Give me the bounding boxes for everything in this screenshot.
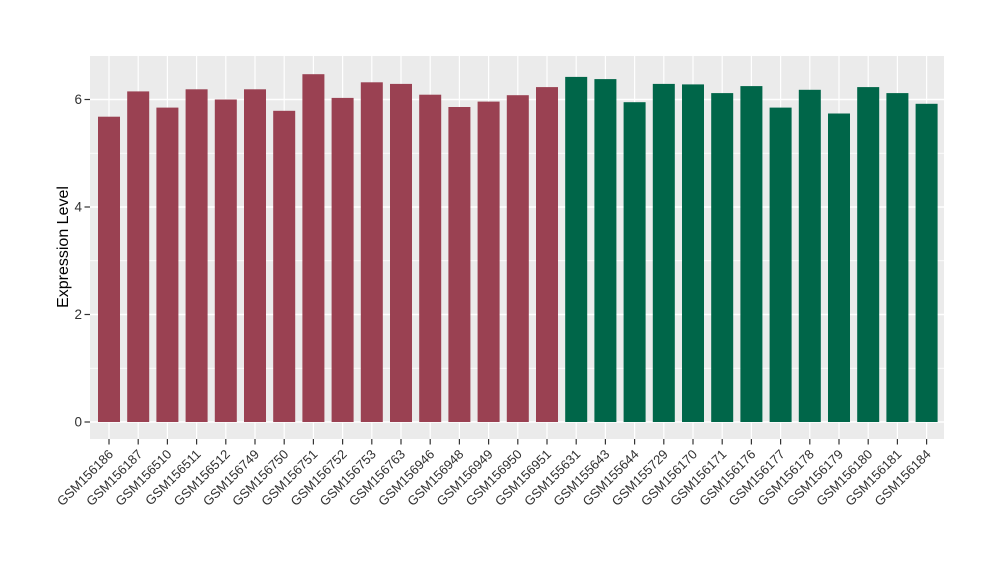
bar-GSM156179	[828, 113, 850, 422]
bar-GSM156753	[360, 82, 383, 423]
bar-GSM156751	[302, 74, 325, 422]
bar-GSM156180	[857, 87, 880, 422]
bar-GSM156948	[448, 107, 471, 422]
bar-GSM156170	[682, 84, 704, 423]
bar-GSM156950	[506, 95, 529, 422]
bar-GSM156181	[886, 93, 909, 422]
bar-GSM156752	[331, 97, 354, 423]
bar-GSM156510	[156, 107, 179, 422]
bar-GSM156511	[185, 89, 208, 423]
bar-GSM156949	[477, 101, 500, 422]
bar-GSM156177	[769, 107, 792, 422]
bar-GSM156187	[127, 91, 150, 423]
bar-GSM156946	[419, 94, 442, 422]
bar-GSM156171	[711, 93, 734, 422]
bar-GSM156763	[390, 83, 412, 423]
y-tick-label: 4	[74, 200, 82, 215]
y-axis-title: Expression Level	[55, 186, 72, 308]
bar-GSM156951	[536, 87, 558, 422]
y-tick-label: 6	[74, 92, 82, 107]
bar-GSM156176	[740, 86, 763, 422]
bar-GSM156750	[273, 110, 296, 423]
bar-GSM155631	[565, 76, 588, 423]
y-tick-label: 0	[74, 415, 82, 430]
bar-GSM155643	[594, 79, 617, 422]
bar-GSM156749	[244, 89, 266, 423]
y-tick-label: 2	[74, 307, 82, 322]
bar-GSM155729	[652, 83, 675, 423]
bar-GSM156512	[214, 99, 237, 422]
bar-GSM156178	[798, 89, 821, 423]
bar-GSM156184	[915, 103, 938, 423]
bar-GSM155644	[623, 102, 646, 422]
bar-GSM156186	[98, 116, 120, 422]
